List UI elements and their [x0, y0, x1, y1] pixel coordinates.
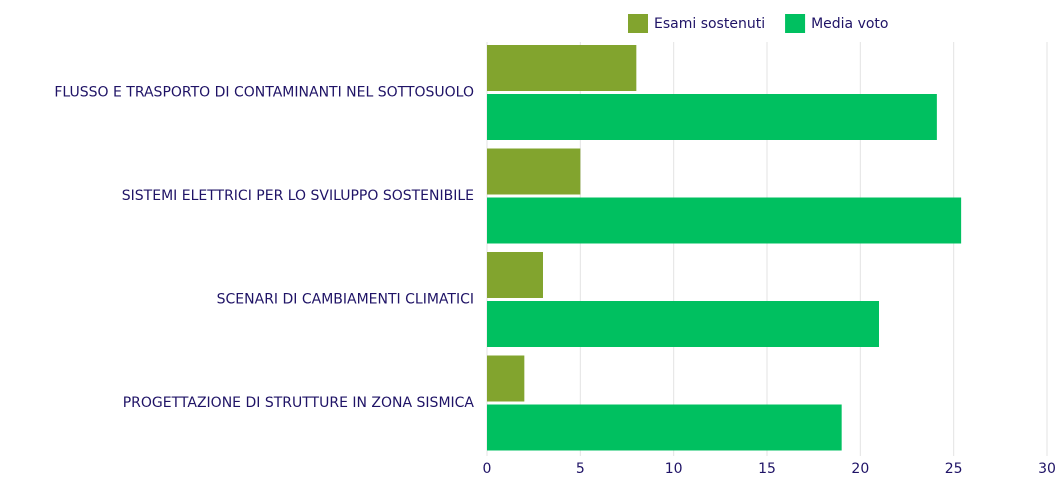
bar	[487, 404, 842, 451]
x-tick-label: 5	[576, 461, 585, 477]
legend-swatch	[628, 14, 648, 33]
y-tick-label: FLUSSO E TRASPORTO DI CONTAMINANTI NEL S…	[54, 85, 474, 101]
legend-label: Esami sostenuti	[654, 16, 765, 32]
y-tick-label: SISTEMI ELETTRICI PER LO SVILUPPO SOSTEN…	[122, 188, 474, 204]
x-tick-label: 10	[665, 461, 683, 477]
bar	[487, 301, 879, 347]
legend-swatch	[785, 14, 806, 33]
bar	[487, 252, 543, 298]
bar	[487, 45, 637, 91]
bar	[487, 148, 581, 195]
y-tick-label: SCENARI DI CAMBIAMENTI CLIMATICI	[217, 292, 474, 308]
x-tick-label: 15	[758, 461, 776, 477]
x-tick-label: 0	[483, 461, 492, 477]
legend-label: Media voto	[811, 16, 888, 32]
bar	[487, 94, 937, 140]
x-tick-label: 20	[851, 461, 869, 477]
bar	[487, 197, 962, 244]
x-tick-label: 30	[1038, 461, 1056, 477]
bar	[487, 355, 525, 402]
y-tick-label: PROGETTAZIONE DI STRUTTURE IN ZONA SISMI…	[123, 395, 475, 411]
x-tick-label: 25	[945, 461, 963, 477]
